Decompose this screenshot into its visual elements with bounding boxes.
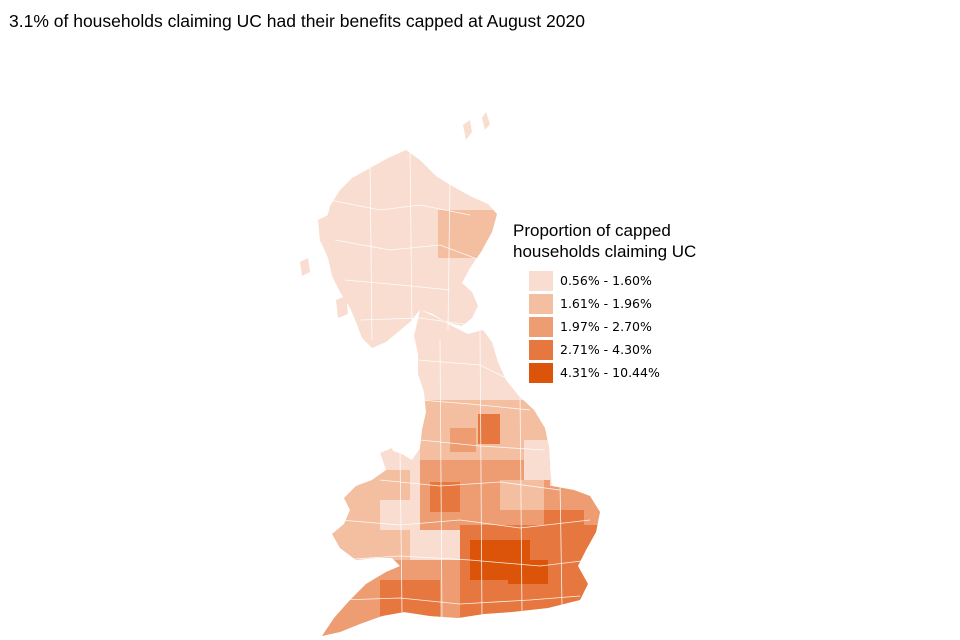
legend-title-line2: households claiming UC	[513, 242, 697, 261]
legend-item: 0.56% - 1.60%	[529, 270, 753, 293]
legend-item: 4.31% - 10.44%	[529, 362, 753, 385]
legend-title: Proportion of capped households claiming…	[513, 220, 753, 262]
legend-item: 1.61% - 1.96%	[529, 293, 753, 316]
legend-swatch	[529, 317, 553, 337]
legend-label: 4.31% - 10.44%	[560, 365, 660, 380]
legend-swatch	[529, 271, 553, 291]
legend-label: 2.71% - 4.30%	[560, 342, 652, 357]
legend-label: 1.61% - 1.96%	[560, 296, 652, 311]
map-legend: Proportion of capped households claiming…	[513, 220, 753, 385]
legend-label: 1.97% - 2.70%	[560, 319, 652, 334]
legend-item: 1.97% - 2.70%	[529, 316, 753, 339]
page-title: 3.1% of households claiming UC had their…	[9, 11, 585, 31]
legend-label: 0.56% - 1.60%	[560, 273, 652, 288]
legend-title-line1: Proportion of capped	[513, 221, 671, 240]
legend-item: 2.71% - 4.30%	[529, 339, 753, 362]
legend-swatch	[529, 340, 553, 360]
legend-swatch	[529, 294, 553, 314]
legend-swatch	[529, 363, 553, 383]
